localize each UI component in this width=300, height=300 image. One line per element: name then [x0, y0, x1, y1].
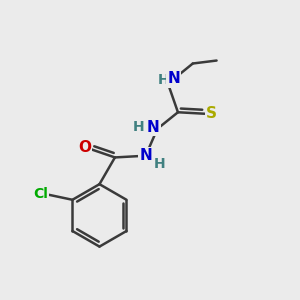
Text: S: S [206, 106, 217, 121]
Text: H: H [154, 157, 165, 171]
Text: N: N [147, 120, 159, 135]
Text: O: O [78, 140, 91, 155]
Text: N: N [139, 148, 152, 164]
Text: N: N [167, 71, 180, 86]
Text: Cl: Cl [33, 188, 48, 201]
Text: H: H [157, 73, 169, 87]
Text: H: H [132, 120, 144, 134]
